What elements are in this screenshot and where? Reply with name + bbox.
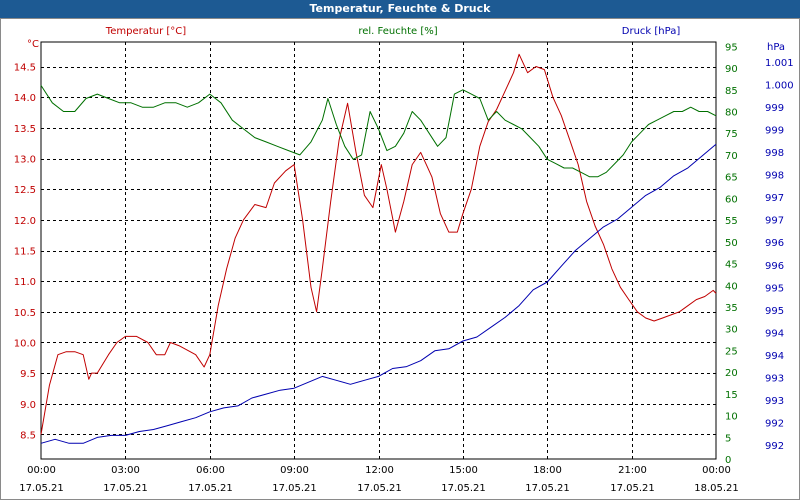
window-title: Temperatur, Feuchte & Druck xyxy=(309,2,491,15)
chart-title-bar: Temperatur, Feuchte & Druck xyxy=(0,0,800,18)
humidity-tick-label: 70 xyxy=(725,151,738,162)
temperature-tick-label: 11.5 xyxy=(14,247,36,258)
pressure-tick-label: 995 xyxy=(765,306,784,317)
humidity-series-line xyxy=(40,85,717,178)
humidity-tick-label: 15 xyxy=(725,390,738,401)
humidity-tick-label: 80 xyxy=(725,108,738,119)
temperature-tick-label: 9.5 xyxy=(20,369,36,380)
temperature-tick-label: 12.5 xyxy=(14,185,36,196)
humidity-tick-label: 90 xyxy=(725,64,738,75)
x-tick-time: 00:00 xyxy=(702,465,731,476)
x-tick-time: 12:00 xyxy=(365,465,394,476)
x-tick-date: 17.05.21 xyxy=(103,483,148,494)
x-tick-time: 09:00 xyxy=(280,465,309,476)
humidity-tick-label: 75 xyxy=(725,129,738,140)
x-tick-time: 06:00 xyxy=(196,465,225,476)
x-tick-date: 17.05.21 xyxy=(272,483,317,494)
humidity-tick-label: 60 xyxy=(725,194,738,205)
humidity-tick-label: 35 xyxy=(725,303,738,314)
temperature-tick-label: 13.0 xyxy=(14,155,36,166)
pressure-tick-label: 999 xyxy=(765,103,784,114)
x-tick-time: 00:00 xyxy=(27,465,56,476)
humidity-tick-label: 20 xyxy=(725,368,738,379)
temperature-tick-label: 13.5 xyxy=(14,124,36,135)
humidity-tick-label: 25 xyxy=(725,346,738,357)
x-tick-time: 18:00 xyxy=(533,465,562,476)
humidity-tick-label: 85 xyxy=(725,86,738,97)
humidity-tick-label: 40 xyxy=(725,281,738,292)
humidity-tick-label: 65 xyxy=(725,173,738,184)
x-tick-date: 17.05.21 xyxy=(19,483,64,494)
temperature-unit-label: °C xyxy=(27,39,39,50)
pressure-axis-title: Druck [hPa] xyxy=(622,26,681,37)
temperature-tick-label: 11.0 xyxy=(14,277,36,288)
pressure-tick-label: 992 xyxy=(765,418,784,429)
pressure-tick-label: 997 xyxy=(765,193,784,204)
humidity-tick-label: 5 xyxy=(725,433,731,444)
pressure-tick-label: 993 xyxy=(765,373,784,384)
chart-frame: 00:00 17.05.21 03:00 17.05.21 06:00 17.05.21 0… xyxy=(0,18,800,500)
pressure-tick-label: 992 xyxy=(765,441,784,452)
series-lines xyxy=(40,53,717,444)
axis-labels: 00:00 17.05.21 03:00 17.05.21 06:00 17.05.21 0… xyxy=(14,26,794,494)
x-tick-time: 03:00 xyxy=(111,465,140,476)
temperature-tick-label: 9.0 xyxy=(20,400,36,411)
humidity-axis-title: rel. Feuchte [%] xyxy=(358,26,437,37)
x-tick-date: 17.05.21 xyxy=(525,483,570,494)
x-tick-time: 15:00 xyxy=(449,465,478,476)
pressure-tick-label: 998 xyxy=(765,171,784,182)
temperature-tick-label: 8.5 xyxy=(20,430,36,441)
grid xyxy=(40,41,717,460)
line-chart: 00:00 17.05.21 03:00 17.05.21 06:00 17.05.21 0… xyxy=(14,26,794,494)
temperature-tick-label: 14.0 xyxy=(14,93,36,104)
pressure-tick-label: 996 xyxy=(765,238,784,249)
temperature-tick-label: 12.0 xyxy=(14,216,36,227)
pressure-tick-label: 1.000 xyxy=(765,81,794,92)
humidity-tick-label: 0 xyxy=(725,455,731,466)
temperature-series-line xyxy=(40,53,717,435)
humidity-tick-label: 10 xyxy=(725,412,738,423)
pressure-unit-label: hPa xyxy=(767,42,785,53)
pressure-tick-label: 995 xyxy=(765,283,784,294)
pressure-series-line xyxy=(40,143,717,444)
x-tick-date: 17.05.21 xyxy=(441,483,486,494)
temperature-tick-label: 14.5 xyxy=(14,63,36,74)
pressure-tick-label: 994 xyxy=(765,328,784,339)
pressure-tick-label: 996 xyxy=(765,261,784,272)
temperature-tick-label: 10.5 xyxy=(14,308,36,319)
x-tick-date: 17.05.21 xyxy=(610,483,655,494)
humidity-tick-label: 30 xyxy=(725,325,738,336)
pressure-tick-label: 993 xyxy=(765,396,784,407)
humidity-tick-label: 55 xyxy=(725,216,738,227)
x-tick-date: 17.05.21 xyxy=(188,483,233,494)
pressure-tick-label: 998 xyxy=(765,148,784,159)
x-tick-date: 17.05.21 xyxy=(357,483,402,494)
temperature-axis-title: Temperatur [°C] xyxy=(105,26,186,37)
pressure-tick-label: 999 xyxy=(765,126,784,137)
humidity-tick-label: 95 xyxy=(725,42,738,53)
x-tick-time: 21:00 xyxy=(618,465,647,476)
pressure-tick-label: 1.001 xyxy=(765,58,794,69)
pressure-tick-label: 994 xyxy=(765,351,784,362)
pressure-tick-label: 997 xyxy=(765,216,784,227)
x-tick-date: 18.05.21 xyxy=(694,483,739,494)
humidity-tick-label: 50 xyxy=(725,238,738,249)
plot-area-border xyxy=(40,41,717,460)
temperature-tick-label: 10.0 xyxy=(14,338,36,349)
humidity-tick-label: 45 xyxy=(725,260,738,271)
